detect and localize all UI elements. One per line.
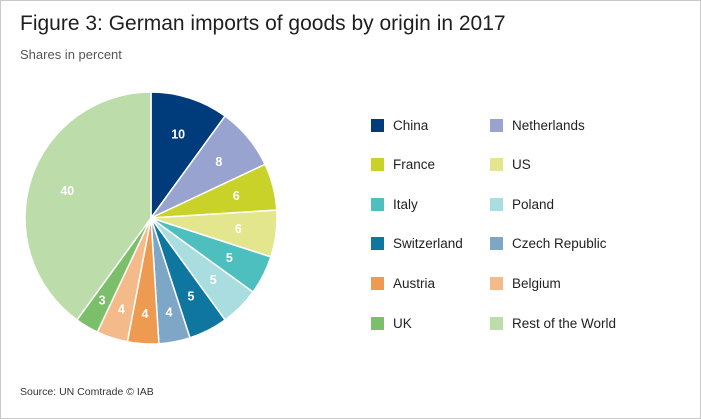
data-label-italy: 5: [226, 251, 233, 265]
pie-slice-rest-of-the-world: [24, 91, 152, 321]
data-label-china: 10: [171, 127, 185, 141]
data-label-switzerland: 5: [187, 289, 194, 303]
data-label-france: 6: [233, 189, 240, 203]
data-label-belgium: 4: [118, 302, 125, 316]
pie-slice-china: [150, 91, 227, 221]
data-label-poland: 5: [210, 273, 217, 287]
data-label-uk: 3: [99, 294, 106, 308]
chart-title: Figure 3: German imports of goods by ori…: [20, 12, 506, 35]
source-note: Source: UN Comtrade © IAB: [20, 386, 154, 398]
data-label-czech-republic: 4: [166, 305, 173, 319]
data-label-us: 6: [235, 222, 242, 236]
data-label-netherlands: 8: [215, 155, 222, 169]
data-label-rest-of-the-world: 40: [60, 184, 74, 198]
data-label-austria: 4: [141, 307, 148, 321]
chart-subtitle: Shares in percent: [20, 47, 122, 62]
